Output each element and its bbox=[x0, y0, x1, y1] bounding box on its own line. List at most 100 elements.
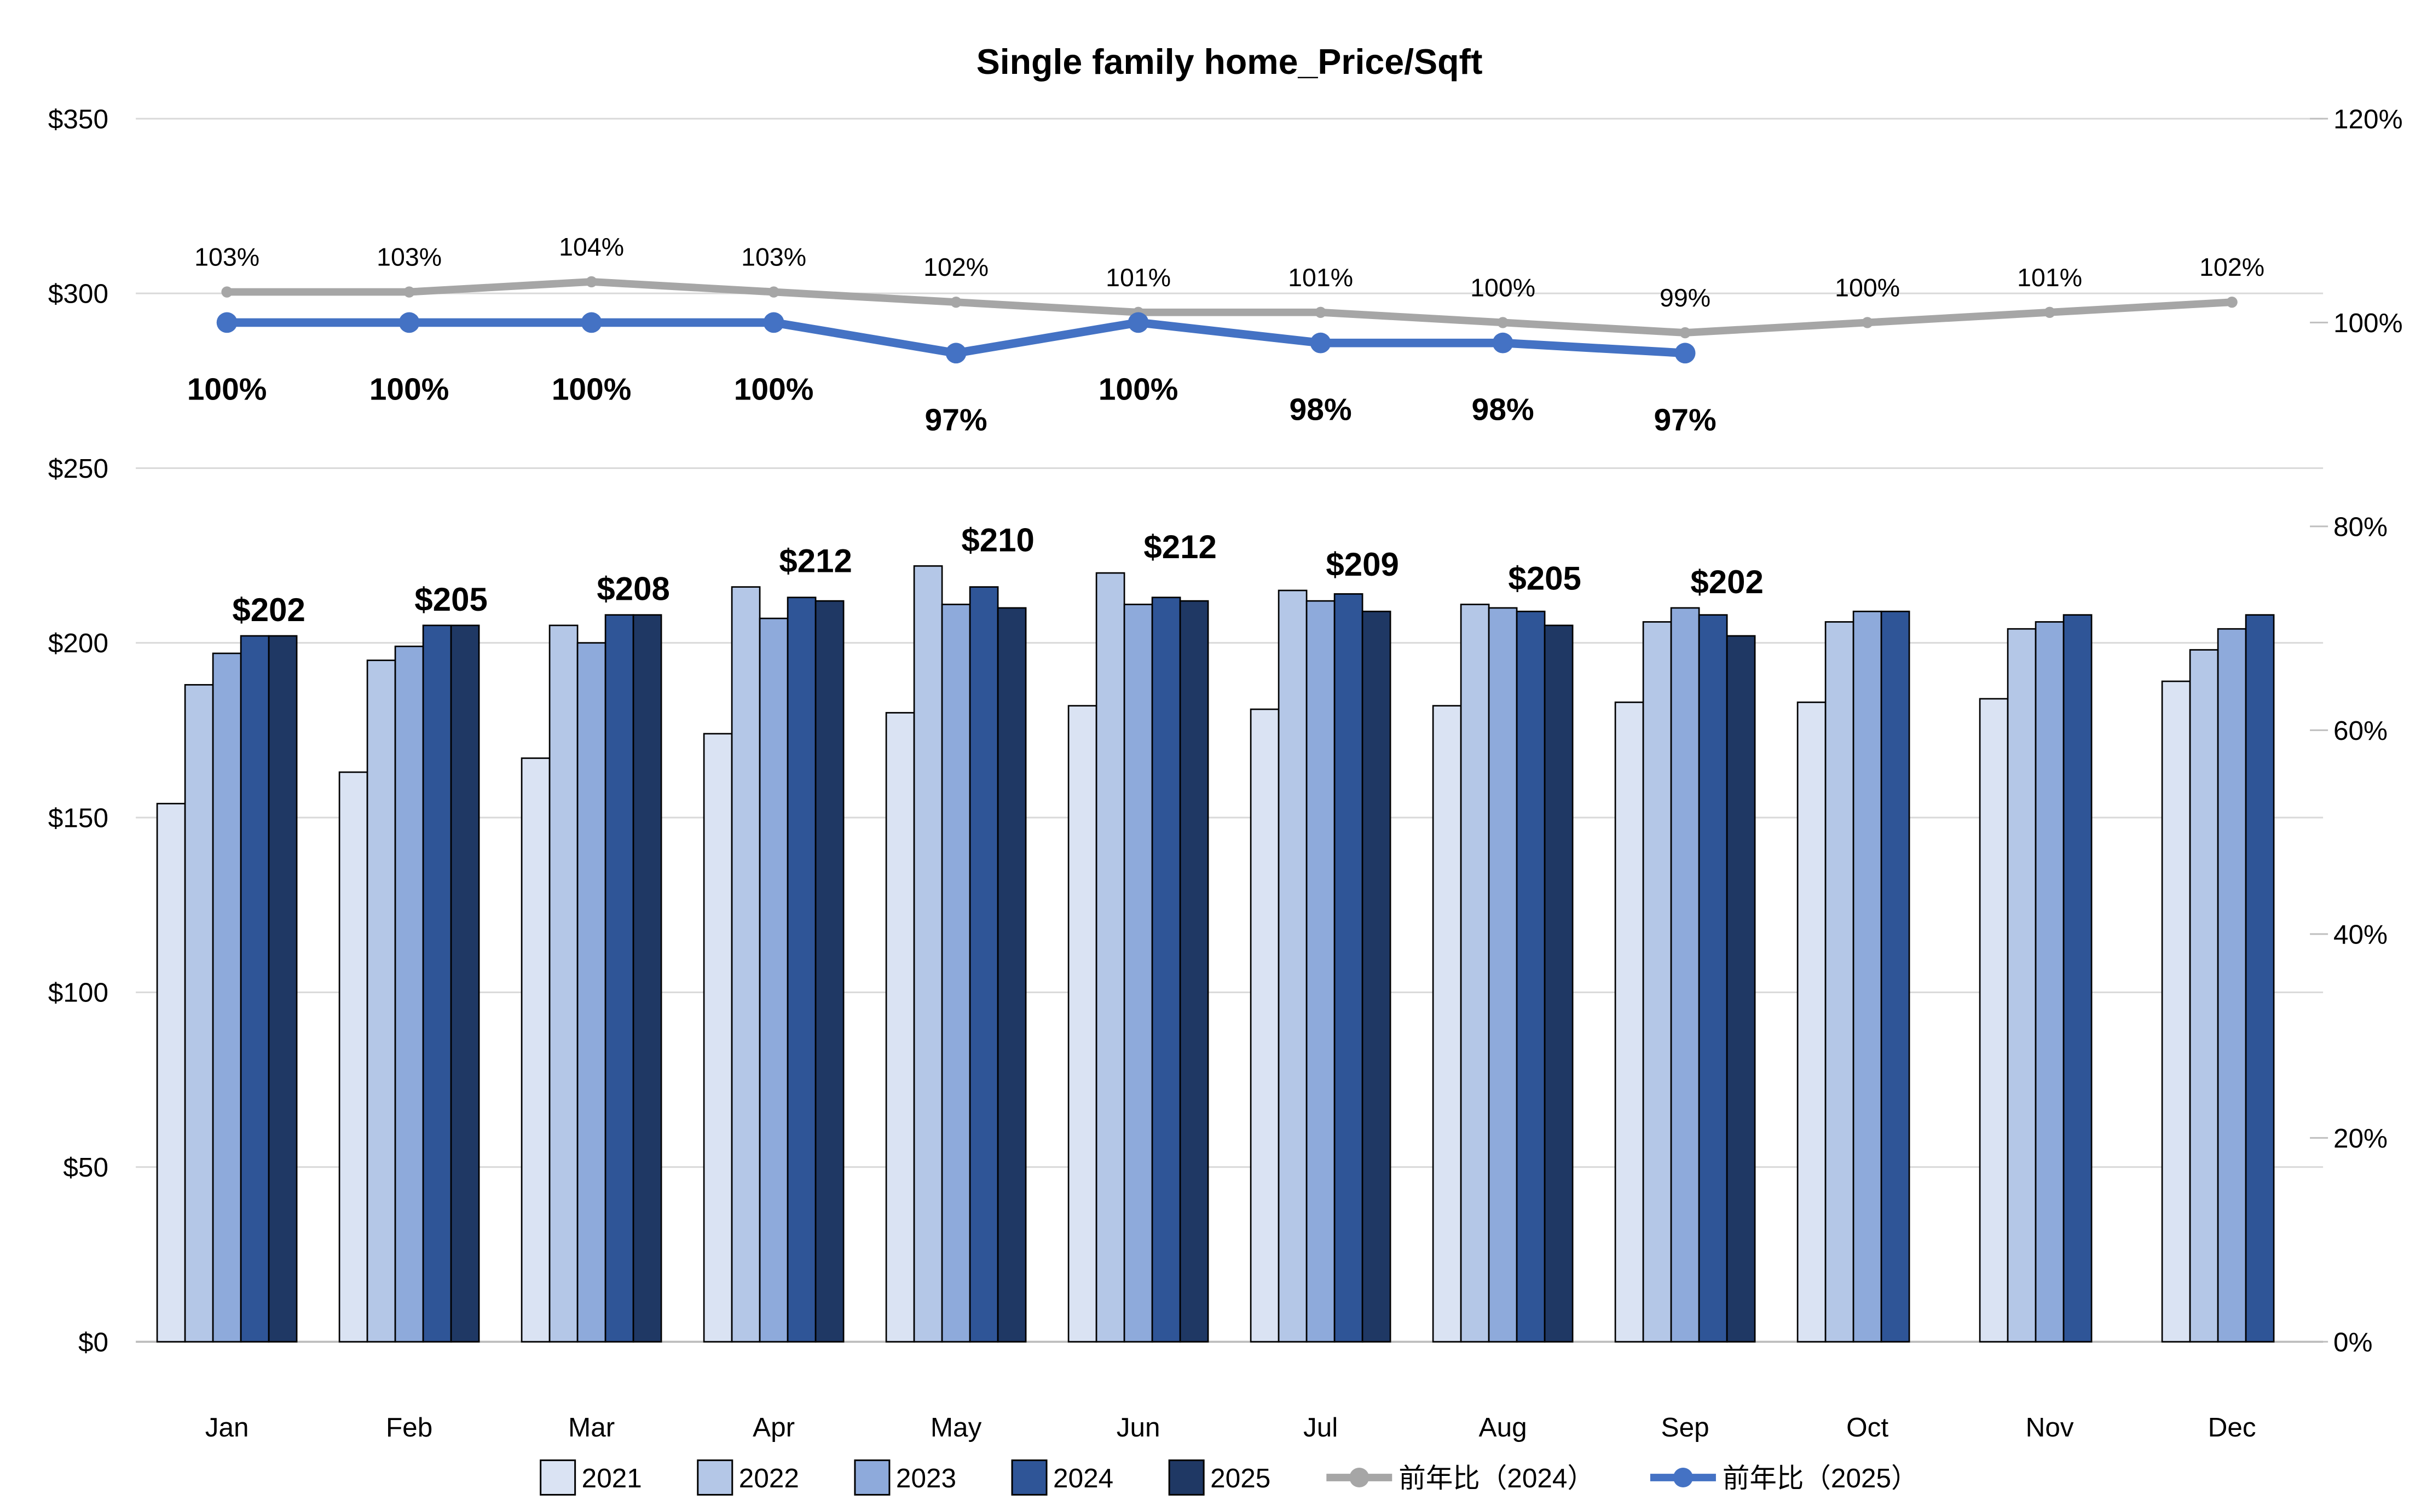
left-axis-label: $350 bbox=[48, 104, 108, 134]
line-data-label-2024: 103% bbox=[741, 243, 806, 271]
bar-2021-sep bbox=[1614, 701, 1644, 1343]
marker-前年比（2025）-jun bbox=[1128, 312, 1149, 333]
bar-2024-dec bbox=[2245, 614, 2275, 1343]
bar-2022-sep bbox=[1642, 621, 1672, 1343]
line-data-label-2025: 97% bbox=[1654, 402, 1717, 437]
bar-2022-may bbox=[913, 565, 943, 1343]
bar-2021-jun bbox=[1067, 705, 1097, 1343]
bar-2021-dec bbox=[2161, 680, 2191, 1343]
right-axis-label: 120% bbox=[2333, 104, 2403, 134]
data-labels-group: $202 $205 $208 $212 $210 $212 $209 $205 $202 103%… bbox=[187, 233, 2264, 628]
line-data-label-2025: 100% bbox=[187, 372, 267, 407]
bar-2022-jul bbox=[1278, 589, 1308, 1343]
legend-label: 2025 bbox=[1210, 1463, 1270, 1493]
category-label-jan: Jan bbox=[205, 1412, 249, 1443]
bar-2021-aug bbox=[1432, 705, 1462, 1343]
marker-前年比（2025）-aug bbox=[1492, 332, 1513, 354]
bar-data-label-2025: $202 bbox=[1690, 564, 1763, 600]
bar-2022-jan bbox=[184, 684, 214, 1343]
line-data-label-2024: 102% bbox=[923, 253, 989, 281]
gridlines bbox=[136, 118, 2328, 1343]
legend-label: 前年比（2025） bbox=[1723, 1463, 1919, 1493]
marker-前年比（2025）-jan bbox=[216, 312, 238, 333]
bar-2025-apr bbox=[814, 600, 845, 1343]
bar-data-label-2025: $209 bbox=[1326, 546, 1399, 583]
legend-swatch bbox=[1011, 1459, 1048, 1496]
line-data-label-2025: 98% bbox=[1290, 392, 1352, 427]
bar-2023-sep bbox=[1670, 607, 1700, 1343]
legend-swatch bbox=[854, 1459, 891, 1496]
category-label-jul: Jul bbox=[1303, 1412, 1338, 1443]
right-axis-label: 100% bbox=[2333, 308, 2403, 338]
legend-label: 2024 bbox=[1053, 1463, 1113, 1493]
bar-2022-oct bbox=[1824, 621, 1854, 1343]
line-data-label-2024: 101% bbox=[1288, 263, 1353, 292]
line-data-label-2024: 100% bbox=[1835, 273, 1900, 302]
bar-2023-mar bbox=[576, 642, 606, 1343]
bar-2023-nov bbox=[2035, 621, 2065, 1343]
bar-2023-oct bbox=[1852, 610, 1882, 1343]
category-label-jun: Jun bbox=[1117, 1412, 1160, 1443]
bar-2024-jun bbox=[1151, 596, 1181, 1343]
bar-2021-jul bbox=[1250, 708, 1280, 1343]
bar-2023-jan bbox=[212, 652, 242, 1343]
bar-data-label-2025: $212 bbox=[779, 543, 852, 580]
right-axis-label: 0% bbox=[2333, 1327, 2373, 1357]
chart-title: Single family home_Price/Sqft bbox=[976, 42, 1483, 82]
marker-前年比（2025）-feb bbox=[398, 312, 420, 333]
legend-item-2022: 2022 bbox=[697, 1459, 799, 1496]
line-data-label-2025: 100% bbox=[1099, 372, 1178, 407]
marker-前年比（2024）-jul bbox=[1315, 306, 1326, 318]
bar-2023-may bbox=[941, 604, 971, 1343]
left-axis-label: $300 bbox=[48, 279, 108, 309]
bar-2025-jun bbox=[1179, 600, 1209, 1343]
bar-2022-dec bbox=[2189, 649, 2219, 1343]
line-data-label-2024: 101% bbox=[2017, 263, 2082, 292]
bar-2025-jan bbox=[268, 635, 298, 1343]
bar-2022-aug bbox=[1460, 604, 1490, 1343]
bar-2023-apr bbox=[759, 617, 789, 1343]
bar-2024-nov bbox=[2062, 614, 2093, 1343]
bar-2023-aug bbox=[1488, 607, 1518, 1343]
line-data-label-2025: 98% bbox=[1472, 392, 1534, 427]
marker-前年比（2025）-sep bbox=[1674, 343, 1696, 364]
marker-前年比（2025）-jul bbox=[1310, 332, 1331, 354]
marker-前年比（2024）-sep bbox=[1679, 327, 1691, 339]
category-label-dec: Dec bbox=[2208, 1412, 2256, 1443]
bar-2022-apr bbox=[731, 586, 761, 1343]
legend-label: 2023 bbox=[896, 1463, 956, 1493]
bar-2024-feb bbox=[422, 624, 452, 1343]
category-label-nov: Nov bbox=[2026, 1412, 2074, 1443]
category-label-aug: Aug bbox=[1479, 1412, 1527, 1443]
bar-data-label-2025: $212 bbox=[1143, 529, 1216, 565]
bar-2023-jul bbox=[1305, 600, 1336, 1343]
legend-label: 2021 bbox=[582, 1463, 642, 1493]
legend-line-marker bbox=[1349, 1468, 1369, 1487]
bar-data-label-2025: $205 bbox=[414, 581, 487, 618]
legend-label: 前年比（2024） bbox=[1399, 1463, 1594, 1493]
bar-2025-may bbox=[997, 607, 1027, 1343]
bar-2022-mar bbox=[548, 624, 579, 1343]
bar-2024-apr bbox=[787, 596, 817, 1343]
category-label-sep: Sep bbox=[1661, 1412, 1709, 1443]
line-data-label-2024: 102% bbox=[2199, 253, 2264, 281]
right-axis-label: 40% bbox=[2333, 919, 2388, 949]
category-label-apr: Apr bbox=[753, 1412, 795, 1443]
bar-2023-dec bbox=[2217, 628, 2247, 1343]
bar-2021-apr bbox=[703, 733, 733, 1343]
line-data-label-2024: 101% bbox=[1106, 263, 1171, 292]
right-axis-label: 20% bbox=[2333, 1123, 2388, 1154]
bar-2022-jun bbox=[1095, 572, 1125, 1343]
right-axis-label: 60% bbox=[2333, 716, 2388, 746]
left-axis-label: $250 bbox=[48, 454, 108, 484]
line-data-label-2025: 100% bbox=[369, 372, 449, 407]
marker-前年比（2025）-apr bbox=[763, 312, 784, 333]
bar-2025-mar bbox=[632, 614, 662, 1343]
bar-2025-sep bbox=[1726, 635, 1756, 1343]
legend-item-yoy-2024: 前年比（2024） bbox=[1326, 1463, 1594, 1493]
marker-前年比（2024）-oct bbox=[1862, 317, 1873, 328]
category-label-feb: Feb bbox=[386, 1412, 432, 1443]
line-data-label-2025: 97% bbox=[925, 402, 987, 437]
